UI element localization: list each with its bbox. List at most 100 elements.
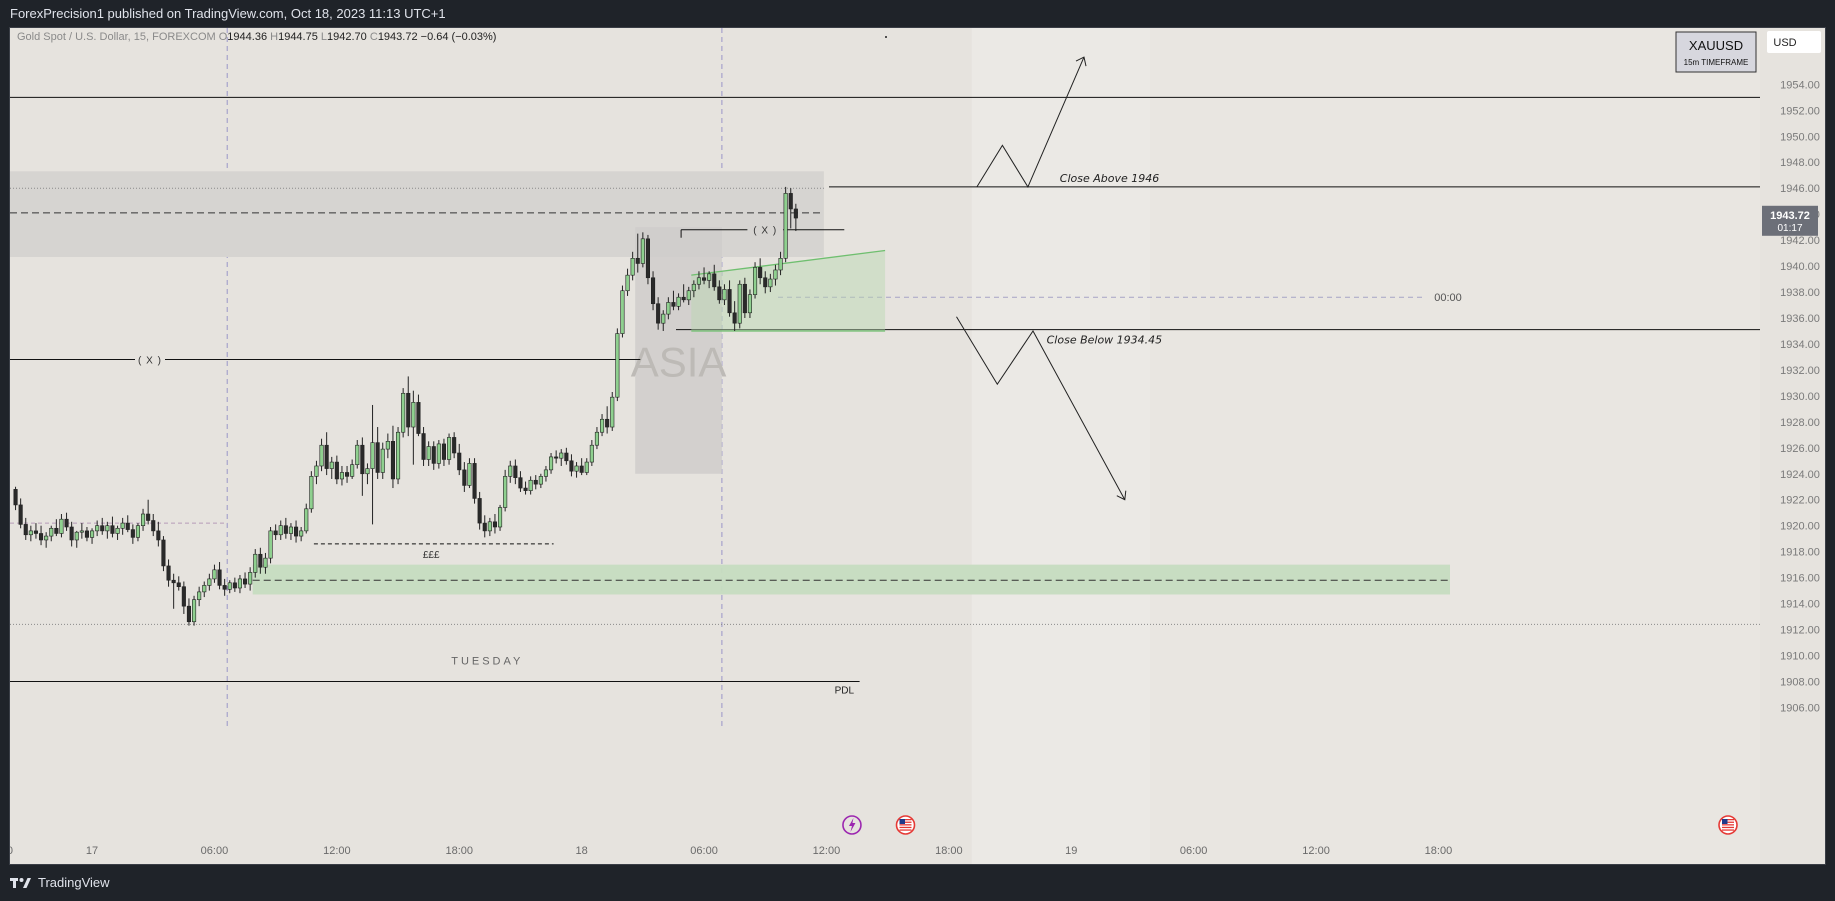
candle[interactable] xyxy=(610,391,615,431)
candle[interactable] xyxy=(171,573,176,609)
candle[interactable] xyxy=(120,517,125,535)
candle[interactable] xyxy=(84,526,89,542)
candle[interactable] xyxy=(59,514,64,538)
candle[interactable] xyxy=(166,559,171,587)
candle[interactable] xyxy=(732,301,737,331)
candle[interactable] xyxy=(319,438,324,472)
candle[interactable] xyxy=(18,498,23,529)
candle[interactable] xyxy=(95,520,100,537)
candle[interactable] xyxy=(467,458,472,489)
candle[interactable] xyxy=(457,443,462,476)
candle[interactable] xyxy=(594,427,600,450)
candle[interactable] xyxy=(217,562,222,590)
candle[interactable] xyxy=(584,458,589,476)
us-flag-event-icon[interactable] xyxy=(1718,815,1738,835)
candle[interactable] xyxy=(671,290,676,311)
candle[interactable] xyxy=(554,450,559,464)
candle[interactable] xyxy=(115,525,120,540)
candle[interactable] xyxy=(656,297,661,330)
candle[interactable] xyxy=(44,532,49,548)
candle[interactable] xyxy=(773,264,778,286)
candle[interactable] xyxy=(579,458,584,476)
candle[interactable] xyxy=(161,536,166,572)
candle[interactable] xyxy=(426,441,431,466)
candle[interactable] xyxy=(452,432,457,459)
candle[interactable] xyxy=(574,462,579,478)
candle[interactable] xyxy=(125,515,130,533)
candle[interactable] xyxy=(758,258,763,285)
candle[interactable] xyxy=(513,459,518,485)
candle[interactable] xyxy=(339,465,345,486)
candle[interactable] xyxy=(54,519,59,537)
candle[interactable] xyxy=(441,438,447,466)
candle[interactable] xyxy=(64,512,69,531)
candle[interactable] xyxy=(548,453,554,474)
candle[interactable] xyxy=(508,460,513,483)
candle[interactable] xyxy=(248,567,253,591)
candle[interactable] xyxy=(156,521,161,547)
candle[interactable] xyxy=(176,576,181,591)
candle[interactable] xyxy=(151,514,156,537)
candle[interactable] xyxy=(380,442,385,479)
candle[interactable] xyxy=(569,454,574,477)
candle[interactable] xyxy=(268,526,273,564)
candle[interactable] xyxy=(605,406,610,434)
candle[interactable] xyxy=(691,280,696,298)
candle[interactable] xyxy=(365,463,370,485)
candle[interactable] xyxy=(375,427,380,479)
candle[interactable] xyxy=(232,577,237,592)
candle[interactable] xyxy=(370,404,375,525)
candle[interactable] xyxy=(38,525,44,546)
candle[interactable] xyxy=(23,517,28,540)
candle[interactable] xyxy=(13,486,18,511)
candle[interactable] xyxy=(482,515,487,538)
candle[interactable] xyxy=(615,328,620,402)
candle[interactable] xyxy=(350,459,355,479)
candle[interactable] xyxy=(49,525,54,542)
candle[interactable] xyxy=(533,475,538,490)
candle[interactable] xyxy=(661,310,666,331)
candle[interactable] xyxy=(752,262,758,299)
candle[interactable] xyxy=(676,293,681,311)
candle[interactable] xyxy=(768,273,773,293)
candle[interactable] xyxy=(543,465,549,482)
candle[interactable] xyxy=(28,525,33,542)
candle[interactable] xyxy=(783,186,788,263)
candle[interactable] xyxy=(523,481,528,495)
candle[interactable] xyxy=(518,471,523,492)
candle[interactable] xyxy=(492,514,498,534)
candle[interactable] xyxy=(212,564,217,583)
price-axis[interactable]: 1906.00 1908.00 1910.00 1912.00 1914.00 1916.… xyxy=(1780,79,1820,714)
chart-panel[interactable]: ASIA ( X ) ( X ) PDL 00:00 £££ TUESDAY Close Ab… xyxy=(9,27,1826,865)
candle[interactable] xyxy=(33,523,39,539)
candle[interactable] xyxy=(446,433,452,465)
candle[interactable] xyxy=(589,440,594,466)
us-flag-event-icon[interactable] xyxy=(895,815,916,835)
candle[interactable] xyxy=(737,280,742,329)
candle[interactable] xyxy=(309,471,314,513)
candle[interactable] xyxy=(283,517,288,539)
candle[interactable] xyxy=(686,286,691,306)
candle[interactable] xyxy=(253,549,258,578)
candle[interactable] xyxy=(135,523,140,542)
candle[interactable] xyxy=(747,289,753,318)
candle[interactable] xyxy=(640,232,645,268)
candle[interactable] xyxy=(722,284,727,306)
candle[interactable] xyxy=(742,277,747,318)
candle[interactable] xyxy=(69,521,74,547)
candle[interactable] xyxy=(181,581,186,614)
candle[interactable] xyxy=(197,586,202,607)
candle[interactable] xyxy=(559,449,564,466)
candle[interactable] xyxy=(146,499,151,525)
currency-button[interactable] xyxy=(1767,31,1821,53)
candle[interactable] xyxy=(411,390,416,465)
candle[interactable] xyxy=(778,251,783,276)
candle[interactable] xyxy=(793,203,798,232)
candle[interactable] xyxy=(564,447,569,465)
lightning-event-icon[interactable] xyxy=(842,815,862,835)
candle[interactable] xyxy=(202,581,207,598)
candle[interactable] xyxy=(263,552,268,574)
candle[interactable] xyxy=(227,580,232,594)
chart-canvas[interactable]: ASIA ( X ) ( X ) PDL 00:00 £££ TUESDAY Close Ab… xyxy=(10,28,1825,864)
candle[interactable] xyxy=(293,520,299,543)
